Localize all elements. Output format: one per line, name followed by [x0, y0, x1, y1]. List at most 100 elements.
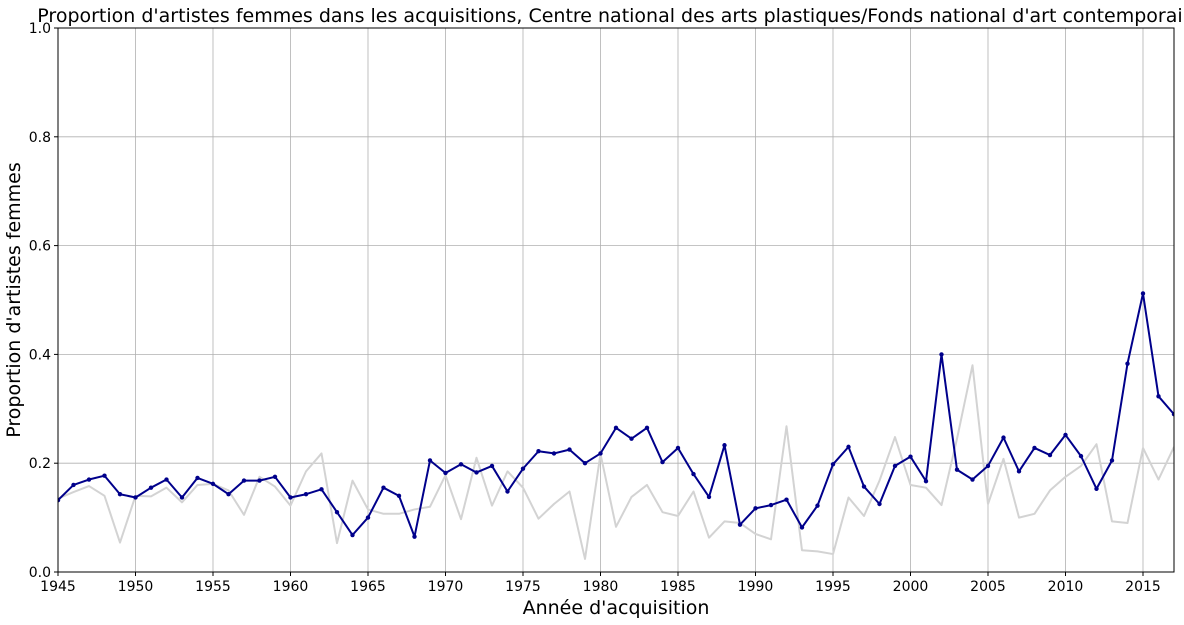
data-point [1063, 432, 1068, 438]
data-point [1001, 435, 1006, 440]
data-point [412, 534, 417, 539]
data-point [1140, 291, 1146, 296]
x-tick-label: 2015 [1125, 579, 1161, 595]
data-point [334, 509, 340, 515]
y-tick-label: 0.8 [29, 130, 51, 146]
y-tick-label: 0.0 [29, 565, 51, 581]
data-point [148, 485, 154, 490]
data-point [691, 471, 696, 477]
data-point [117, 492, 123, 497]
data-point [737, 522, 743, 527]
data-point [1047, 452, 1053, 458]
data-point [675, 445, 681, 451]
y-tick-label: 0.6 [29, 239, 51, 255]
ticks: 1945 1950 1955 1960 1965 1970 1975 1980 1985 1990… [29, 21, 1161, 595]
data-point [288, 495, 293, 500]
data-point [846, 444, 851, 450]
data-point [815, 503, 820, 508]
data-point [861, 484, 867, 489]
data-point [210, 481, 216, 487]
data-point [226, 492, 231, 497]
data-point [443, 470, 448, 476]
data-point [489, 463, 495, 469]
x-tick-label: 1955 [195, 579, 231, 595]
series-line-dark [58, 292, 1174, 538]
x-tick-label: 1945 [40, 579, 76, 595]
x-tick-label: 2000 [893, 579, 929, 595]
data-point [954, 467, 960, 472]
x-tick-label: 1965 [350, 579, 386, 595]
series-line-light [58, 364, 1174, 560]
data-point [520, 466, 526, 471]
data-point [164, 477, 169, 482]
data-point [629, 436, 634, 441]
data-point [892, 463, 898, 469]
data-point [241, 478, 247, 483]
x-tick-label: 2005 [970, 579, 1006, 595]
data-point [768, 502, 774, 508]
x-tick-label: 1995 [815, 579, 851, 595]
x-tick-label: 1980 [583, 579, 619, 595]
data-point [58, 497, 61, 503]
data-point [985, 463, 991, 469]
data-point [536, 449, 541, 454]
y-tick-label: 0.4 [29, 347, 51, 363]
data-point [582, 461, 588, 466]
data-point [753, 506, 758, 511]
data-point [86, 477, 92, 482]
data-point [257, 478, 262, 483]
x-tick-label: 1990 [738, 579, 774, 595]
data-point [303, 492, 309, 497]
data-point [505, 489, 510, 494]
data-point [784, 497, 789, 502]
data-point [1156, 394, 1161, 399]
data-point [551, 451, 557, 456]
data-point [1032, 445, 1037, 451]
data-point [458, 462, 464, 467]
data-point [1125, 361, 1130, 366]
data-point [195, 475, 200, 481]
data-point [381, 485, 386, 490]
data-point [598, 451, 603, 456]
x-tick-label: 1985 [660, 579, 696, 595]
x-tick-label: 1960 [273, 579, 309, 595]
y-tick-label: 0.2 [29, 456, 51, 472]
data-point [939, 352, 944, 357]
x-tick-label: 1970 [428, 579, 464, 595]
y-tick-label: 1.0 [29, 21, 51, 37]
y-axis-label: Proportion d'artistes femmes [3, 162, 25, 438]
data-point [71, 482, 76, 488]
data-point [1078, 453, 1084, 459]
plot-frame [57, 27, 1175, 573]
data-point [1094, 486, 1099, 491]
grid [57, 27, 1174, 573]
data-point [350, 532, 355, 538]
data-point [908, 454, 913, 459]
x-tick-label: 1975 [505, 579, 541, 595]
data-point [613, 425, 619, 431]
data-point [877, 501, 882, 507]
x-axis-label: Année d'acquisition [523, 597, 710, 619]
data-point [923, 478, 929, 484]
data-point [799, 525, 805, 530]
data-point [1016, 469, 1022, 474]
data-point [272, 474, 278, 479]
data-point [706, 494, 712, 500]
data-point [970, 477, 975, 482]
chart-title: Proportion d'artistes femmes dans les ac… [37, 5, 1184, 27]
data-point [644, 425, 650, 431]
data-point [396, 493, 402, 499]
x-tick-label: 1950 [118, 579, 154, 595]
data-point [474, 470, 479, 475]
data-point [133, 495, 138, 500]
series-layer [58, 291, 1174, 560]
data-point [660, 459, 665, 465]
data-point [365, 515, 371, 520]
data-point [102, 473, 107, 478]
data-point [722, 443, 727, 448]
data-point [1171, 412, 1174, 417]
x-tick-label: 2010 [1048, 579, 1084, 595]
data-point [830, 462, 836, 467]
data-point [567, 447, 572, 452]
